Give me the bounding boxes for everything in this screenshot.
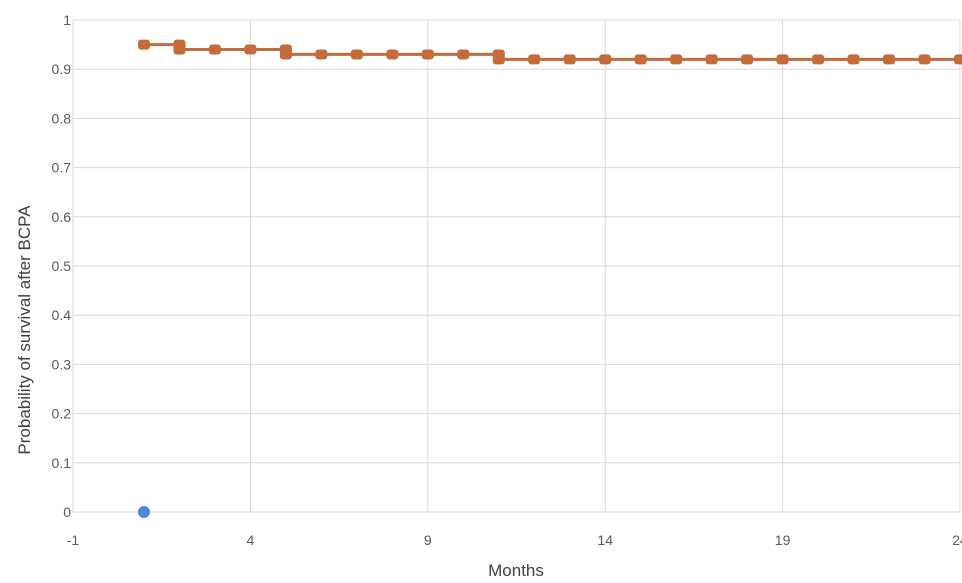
data-point [883,54,896,65]
data-point [741,54,754,65]
series-line [144,43,960,61]
data-point [492,54,505,65]
y-tick-labels: 0 0.1 0.2 0.3 0.4 0.5 0.6 0.7 0.8 0.9 1 [52,12,72,520]
data-point [705,54,718,65]
data-point [208,44,221,55]
y-tick-label: 1 [63,12,71,28]
data-point [350,49,363,60]
x-tick-label: 24 [952,532,962,548]
y-tick-label: 0.6 [52,209,72,225]
y-tick-label: 0.4 [52,307,72,323]
data-point [528,54,541,65]
x-tick-labels: -1 4 9 14 19 24 [67,532,962,548]
y-tick-label: 0 [63,504,71,520]
data-point [776,54,789,65]
gridlines [72,19,961,513]
data-point [918,54,931,65]
data-point [599,54,612,65]
data-point [457,49,470,60]
data-point [847,54,860,65]
y-tick-label: 0.2 [52,406,72,422]
y-axis-title: Probability of survival after BCPA [15,205,34,455]
data-point [137,506,150,518]
data-point [812,54,825,65]
y-tick-label: 0.3 [52,356,72,372]
y-tick-label: 0.9 [52,61,72,77]
data-point [954,54,962,65]
x-tick-label: 19 [775,532,791,548]
data-point [421,49,434,60]
data-point [279,49,292,60]
x-tick-label: -1 [67,532,80,548]
series-2 [137,39,962,65]
data-point [634,54,647,65]
y-tick-label: 0.8 [52,110,72,126]
x-tick-label: 9 [424,532,432,548]
data-point [563,54,576,65]
y-tick-label: 0.5 [52,258,72,274]
series-layer [137,39,962,518]
y-tick-label: 0.1 [52,455,72,471]
data-point [315,49,328,60]
series-1 [137,506,150,518]
x-tick-label: 14 [597,532,613,548]
x-axis-title: Months [488,561,544,580]
data-point [386,49,399,60]
x-tick-label: 4 [247,532,255,548]
data-point [670,54,683,65]
data-point [173,44,186,55]
data-point [244,44,257,55]
data-point [137,39,150,50]
y-tick-label: 0.7 [52,160,72,176]
